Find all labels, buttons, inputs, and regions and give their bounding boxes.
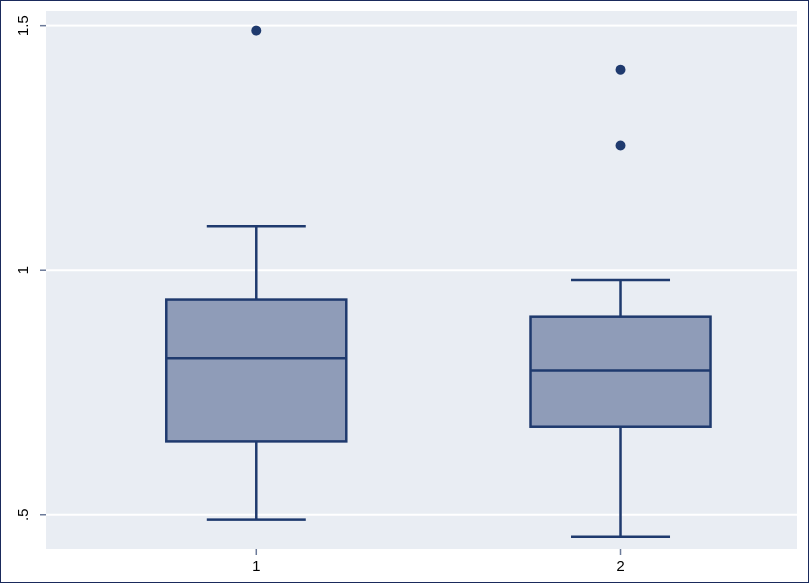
x-tick-label: 2 (616, 558, 624, 575)
y-tick-label: .5 (15, 509, 32, 522)
y-tick-label: 1.5 (15, 15, 32, 36)
chart-svg: .5 1 1.5 1 2 (1, 1, 809, 584)
box (166, 300, 346, 442)
outlier-point (251, 26, 261, 36)
boxplot-chart: .5 1 1.5 1 2 (0, 0, 809, 583)
plot-area (46, 11, 797, 549)
outlier-point (616, 65, 626, 75)
y-tick-label: 1 (15, 266, 32, 274)
outlier-point (616, 141, 626, 151)
x-tick-label: 1 (252, 558, 260, 575)
